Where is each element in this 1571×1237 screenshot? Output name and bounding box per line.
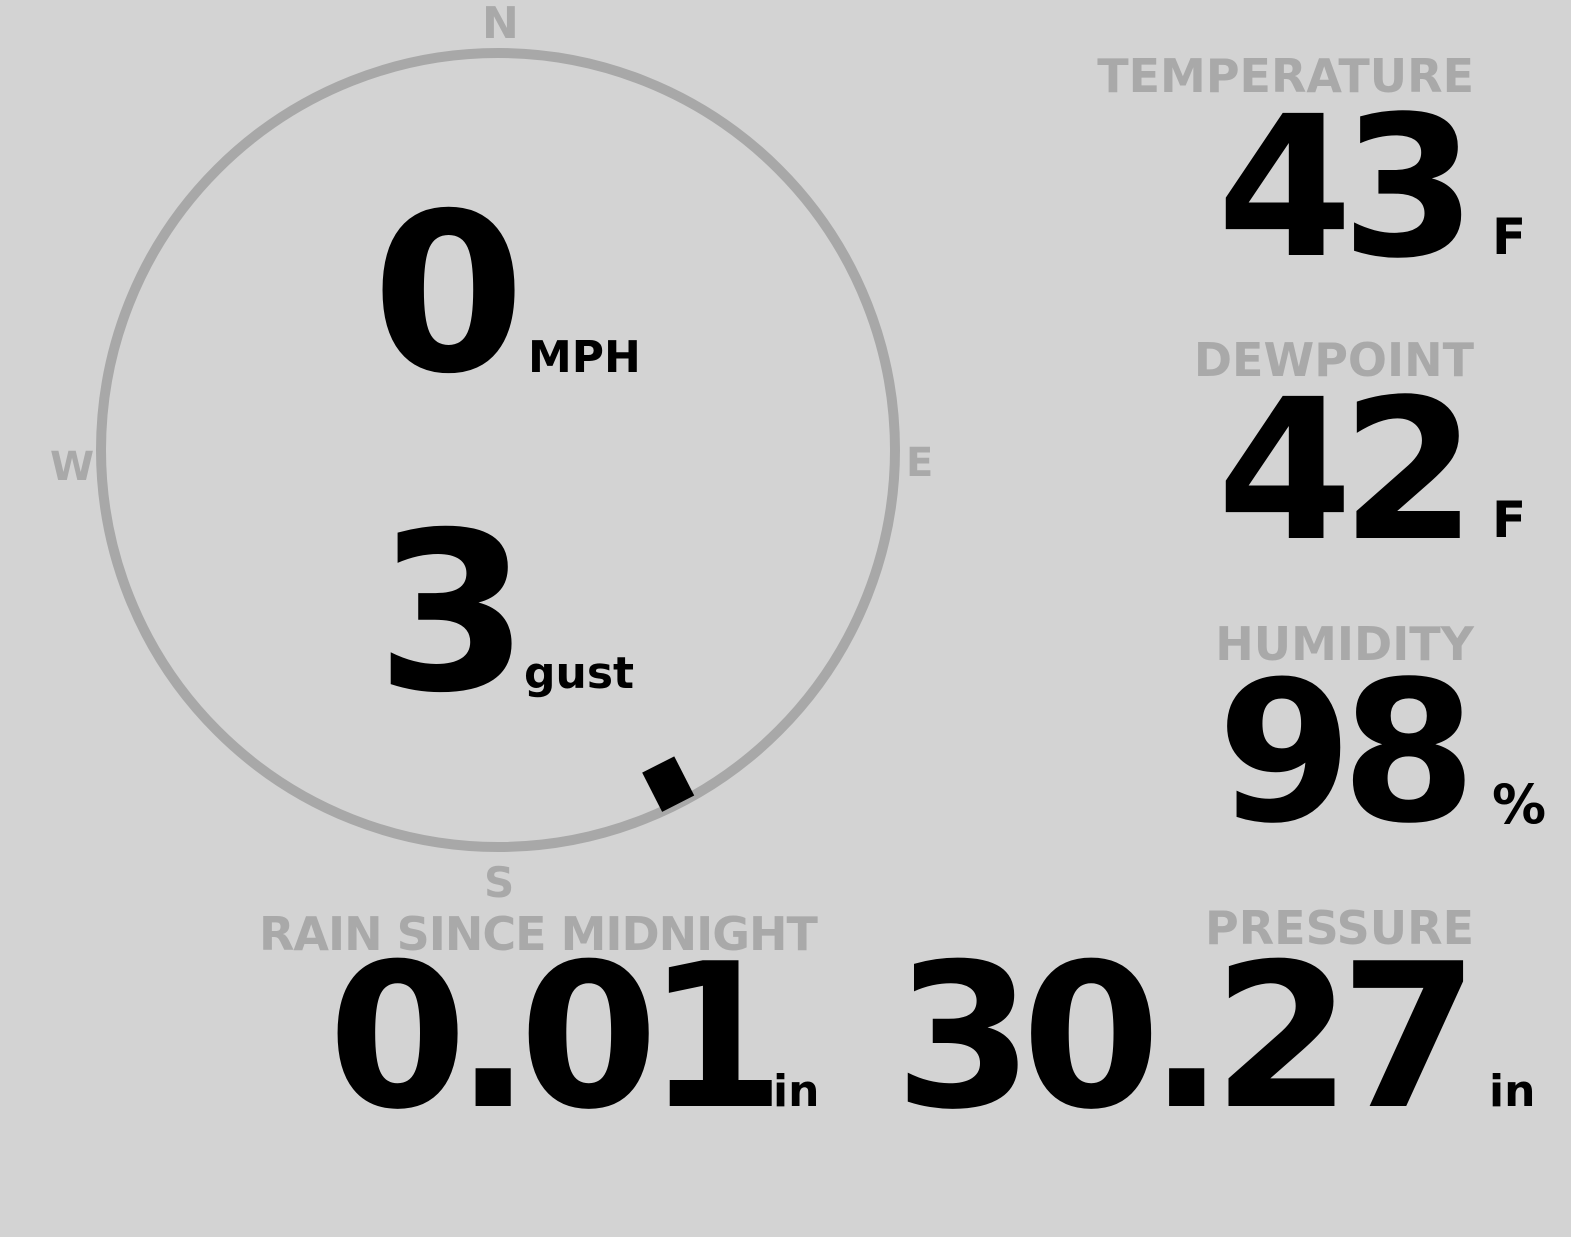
temperature-value: 43 xyxy=(1217,74,1477,301)
rain-unit: in xyxy=(773,1066,820,1117)
dewpoint-value: 42 xyxy=(1217,357,1477,584)
compass-north-label: N xyxy=(482,0,519,49)
rain-label: RAIN SINCE MIDNIGHT xyxy=(259,907,818,961)
pressure-unit: in xyxy=(1489,1066,1536,1117)
humidity-label: HUMIDITY xyxy=(1215,617,1474,671)
humidity-value: 98 xyxy=(1217,639,1477,866)
pressure-value: 30.27 xyxy=(894,921,1479,1154)
rain-value: 0.01 xyxy=(328,921,785,1154)
wind-gust-label: gust xyxy=(524,648,635,699)
compass-west-label: W xyxy=(50,444,95,490)
wind-speed-unit: MPH xyxy=(528,332,641,383)
pressure-label: PRESSURE xyxy=(1205,901,1474,955)
temperature-unit: F xyxy=(1492,208,1527,266)
temperature-label: TEMPERATURE xyxy=(1097,49,1474,103)
compass-south-label: S xyxy=(484,858,515,907)
wind-speed-value: 0 xyxy=(372,166,525,422)
wind-gust-value: 3 xyxy=(376,485,529,741)
humidity-unit: % xyxy=(1492,773,1547,836)
compass-east-label: E xyxy=(906,440,934,486)
dewpoint-unit: F xyxy=(1492,491,1527,549)
compass-ring xyxy=(96,48,900,852)
wind-direction-marker xyxy=(642,756,695,812)
dewpoint-label: DEWPOINT xyxy=(1193,333,1474,387)
